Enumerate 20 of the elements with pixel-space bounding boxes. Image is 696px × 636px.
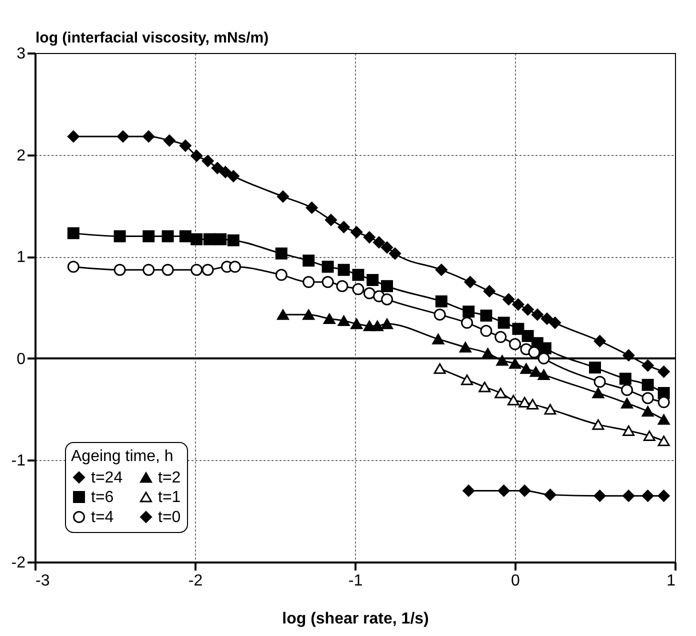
- legend-label: t=4: [91, 509, 114, 526]
- x-tick-label: -2: [188, 572, 203, 590]
- x-tick-label: 1: [666, 572, 676, 590]
- legend-label: t=6: [91, 489, 114, 506]
- y-tick-label: -2: [11, 554, 26, 572]
- y-tick-label: 3: [16, 46, 26, 62]
- y-tick-label: -1: [11, 452, 26, 470]
- y-tick-label: 2: [16, 147, 26, 164]
- y-tick-label: 0: [16, 350, 26, 368]
- legend-label: t=0: [158, 509, 181, 526]
- y-axis-title: log (interfacial viscosity, mNs/m): [36, 30, 269, 46]
- legend-label: t=1: [158, 489, 181, 506]
- x-tick-label: -1: [348, 572, 363, 590]
- x-tick-label: 0: [511, 572, 520, 590]
- legend-label: t=2: [158, 470, 181, 486]
- legend-label: t=24: [91, 469, 123, 486]
- x-tick-label: -3: [36, 572, 50, 590]
- y-tick-label: 1: [16, 249, 26, 266]
- legend-title: Ageing time, h: [71, 448, 174, 465]
- x-axis-title: log (shear rate, 1/s): [282, 610, 429, 628]
